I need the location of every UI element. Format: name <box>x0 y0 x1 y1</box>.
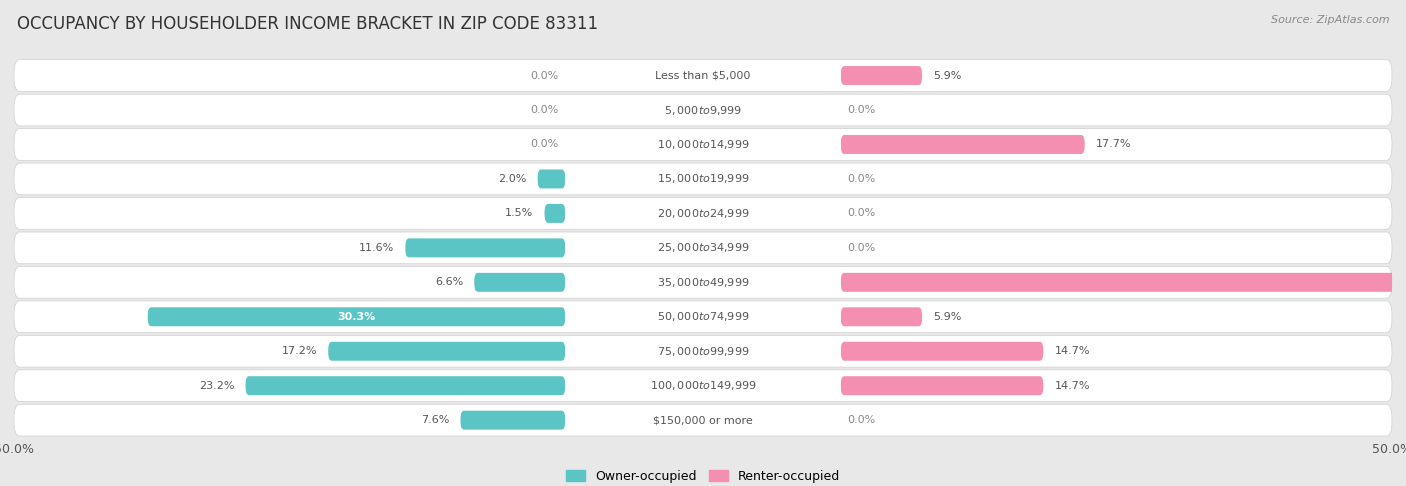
Text: 0.0%: 0.0% <box>848 208 876 218</box>
FancyBboxPatch shape <box>841 376 1043 395</box>
FancyBboxPatch shape <box>544 204 565 223</box>
Text: $25,000 to $34,999: $25,000 to $34,999 <box>657 242 749 254</box>
Text: 0.0%: 0.0% <box>530 105 558 115</box>
Text: 7.6%: 7.6% <box>420 415 450 425</box>
Text: 2.0%: 2.0% <box>498 174 527 184</box>
Text: 17.7%: 17.7% <box>1095 139 1132 150</box>
Text: $15,000 to $19,999: $15,000 to $19,999 <box>657 173 749 186</box>
Text: 14.7%: 14.7% <box>1054 381 1090 391</box>
Text: 0.0%: 0.0% <box>530 139 558 150</box>
Text: 17.2%: 17.2% <box>281 346 318 356</box>
FancyBboxPatch shape <box>841 66 922 85</box>
Text: 1.5%: 1.5% <box>505 208 533 218</box>
Text: 0.0%: 0.0% <box>848 243 876 253</box>
FancyBboxPatch shape <box>537 170 565 189</box>
FancyBboxPatch shape <box>565 342 841 361</box>
Text: 0.0%: 0.0% <box>848 174 876 184</box>
Text: 30.3%: 30.3% <box>337 312 375 322</box>
Text: 14.7%: 14.7% <box>1054 346 1090 356</box>
Text: OCCUPANCY BY HOUSEHOLDER INCOME BRACKET IN ZIP CODE 83311: OCCUPANCY BY HOUSEHOLDER INCOME BRACKET … <box>17 15 598 33</box>
Text: $100,000 to $149,999: $100,000 to $149,999 <box>650 379 756 392</box>
FancyBboxPatch shape <box>14 197 1392 229</box>
Text: $50,000 to $74,999: $50,000 to $74,999 <box>657 310 749 323</box>
FancyBboxPatch shape <box>148 307 565 326</box>
FancyBboxPatch shape <box>565 135 841 154</box>
FancyBboxPatch shape <box>565 204 841 223</box>
FancyBboxPatch shape <box>565 411 841 430</box>
Text: 23.2%: 23.2% <box>200 381 235 391</box>
FancyBboxPatch shape <box>841 342 1043 361</box>
Text: 6.6%: 6.6% <box>434 278 463 287</box>
Text: 5.9%: 5.9% <box>934 70 962 81</box>
Text: $20,000 to $24,999: $20,000 to $24,999 <box>657 207 749 220</box>
FancyBboxPatch shape <box>246 376 565 395</box>
Text: $150,000 or more: $150,000 or more <box>654 415 752 425</box>
FancyBboxPatch shape <box>474 273 565 292</box>
FancyBboxPatch shape <box>14 163 1392 195</box>
FancyBboxPatch shape <box>14 60 1392 91</box>
Text: Source: ZipAtlas.com: Source: ZipAtlas.com <box>1271 15 1389 25</box>
FancyBboxPatch shape <box>14 335 1392 367</box>
FancyBboxPatch shape <box>841 135 1084 154</box>
Text: 0.0%: 0.0% <box>530 70 558 81</box>
FancyBboxPatch shape <box>461 411 565 430</box>
FancyBboxPatch shape <box>565 66 841 85</box>
FancyBboxPatch shape <box>841 307 922 326</box>
Text: $75,000 to $99,999: $75,000 to $99,999 <box>657 345 749 358</box>
Text: $5,000 to $9,999: $5,000 to $9,999 <box>664 104 742 117</box>
FancyBboxPatch shape <box>14 129 1392 160</box>
Text: 11.6%: 11.6% <box>359 243 394 253</box>
FancyBboxPatch shape <box>405 239 565 258</box>
FancyBboxPatch shape <box>14 370 1392 401</box>
FancyBboxPatch shape <box>14 232 1392 264</box>
FancyBboxPatch shape <box>565 169 841 189</box>
Legend: Owner-occupied, Renter-occupied: Owner-occupied, Renter-occupied <box>561 465 845 486</box>
Text: 5.9%: 5.9% <box>934 312 962 322</box>
FancyBboxPatch shape <box>565 101 841 120</box>
Text: 0.0%: 0.0% <box>848 415 876 425</box>
Text: 0.0%: 0.0% <box>848 105 876 115</box>
FancyBboxPatch shape <box>565 376 841 395</box>
Text: Less than $5,000: Less than $5,000 <box>655 70 751 81</box>
FancyBboxPatch shape <box>565 238 841 258</box>
FancyBboxPatch shape <box>14 404 1392 436</box>
Text: $35,000 to $49,999: $35,000 to $49,999 <box>657 276 749 289</box>
FancyBboxPatch shape <box>14 94 1392 126</box>
FancyBboxPatch shape <box>14 266 1392 298</box>
FancyBboxPatch shape <box>565 307 841 327</box>
FancyBboxPatch shape <box>841 273 1406 292</box>
FancyBboxPatch shape <box>328 342 565 361</box>
Text: $10,000 to $14,999: $10,000 to $14,999 <box>657 138 749 151</box>
FancyBboxPatch shape <box>14 301 1392 332</box>
FancyBboxPatch shape <box>565 273 841 292</box>
